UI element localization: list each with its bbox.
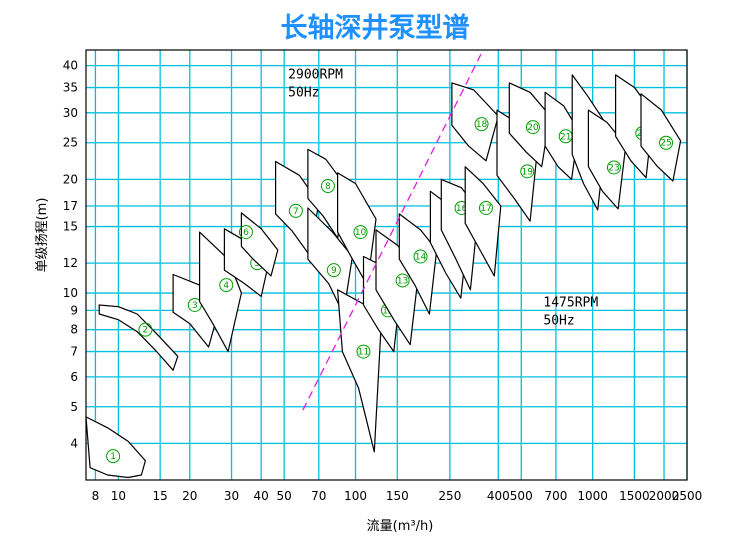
region-number-5: 5: [254, 259, 260, 269]
speed-annotations: 2900RPM 50Hz 1475RPM 50Hz: [288, 67, 598, 328]
x-axis-label: 流量(m³/h): [367, 519, 434, 534]
region-marker-7: [288, 203, 303, 218]
pump-region-14: [398, 213, 438, 315]
region-marker-8: [320, 179, 335, 194]
speed-annotation-line: 50Hz: [288, 85, 319, 100]
y-tick-label: 4: [70, 436, 78, 450]
region-number-23: 23: [608, 163, 619, 173]
x-axis-ticks: 8 10 15 20 30 40 50 70 100 150 250 400 500 700 1000 150…: [92, 489, 703, 503]
x-tick-label: 1500: [619, 489, 650, 503]
region-marker-18: [474, 117, 489, 132]
y-axis-label: 单级扬程(m): [35, 198, 50, 273]
x-tick-label: 30: [224, 489, 239, 503]
region-marker-13: [395, 273, 410, 288]
region-number-6: 6: [243, 228, 249, 238]
y-tick-label: 10: [63, 286, 78, 300]
region-marker-25: [659, 135, 674, 150]
y-tick-label: 15: [63, 220, 78, 234]
speed-annotation-line: 50Hz: [543, 314, 574, 329]
region-number-9: 9: [331, 266, 337, 276]
x-tick-label: 1000: [577, 489, 608, 503]
x-tick-label: 150: [386, 489, 409, 503]
region-number-18: 18: [476, 120, 488, 130]
pump-region-6: [240, 212, 279, 277]
x-tick-label: 250: [438, 489, 461, 503]
pump-region-17: [464, 166, 502, 277]
region-number-8: 8: [325, 182, 331, 192]
chart-title: 长轴深井泵型谱: [281, 12, 470, 44]
x-tick-label: 20: [182, 489, 197, 503]
x-tick-label: 8: [92, 489, 100, 503]
y-tick-label: 9: [70, 303, 78, 317]
x-tick-label: 400: [487, 489, 510, 503]
speed-annotation-line: 2900RPM: [288, 67, 343, 82]
region-marker-19: [520, 164, 535, 179]
y-tick-label: 25: [63, 136, 78, 150]
x-tick-label: 700: [544, 489, 567, 503]
region-number-21: 21: [560, 132, 571, 142]
y-tick-label: 7: [70, 345, 78, 359]
x-tick-label: 40: [254, 489, 269, 503]
region-number-2: 2: [143, 326, 149, 336]
y-tick-label: 8: [70, 323, 78, 337]
region-number-17: 17: [480, 204, 491, 214]
region-marker-14: [413, 249, 428, 264]
region-number-16: 16: [456, 204, 468, 214]
region-marker-2: [138, 322, 153, 337]
pump-region-2: [98, 304, 179, 371]
pump-regions: 1234567891011121314151617181920212223242…: [85, 74, 682, 479]
region-number-4: 4: [223, 281, 229, 291]
x-tick-label: 100: [344, 489, 367, 503]
region-marker-17: [478, 200, 493, 215]
region-number-20: 20: [527, 123, 539, 133]
x-tick-label: 50: [277, 489, 292, 503]
region-marker-6: [238, 225, 253, 240]
pump-region-21: [544, 91, 579, 180]
y-tick-label: 30: [63, 106, 78, 120]
y-tick-label: 6: [70, 370, 78, 384]
region-marker-1: [106, 449, 121, 464]
region-number-19: 19: [522, 167, 534, 177]
pump-region-20: [508, 82, 551, 168]
pump-region-1: [85, 416, 146, 479]
region-number-10: 10: [355, 228, 367, 238]
region-marker-11: [356, 344, 371, 359]
y-tick-label: 35: [63, 81, 78, 95]
pump-region-25: [640, 93, 682, 182]
region-marker-9: [326, 263, 341, 278]
region-number-3: 3: [192, 301, 198, 311]
y-tick-label: 12: [63, 256, 78, 270]
speed-annotation-line: 1475RPM: [543, 296, 598, 311]
plot-frame: [85, 49, 688, 481]
region-number-11: 11: [358, 348, 369, 358]
region-number-1: 1: [110, 452, 116, 462]
x-tick-label: 15: [153, 489, 168, 503]
speed-divider-line: [302, 49, 484, 411]
y-tick-label: 5: [70, 400, 78, 414]
x-tick-label: 500: [510, 489, 533, 503]
region-number-14: 14: [415, 252, 427, 262]
y-tick-label: 20: [63, 172, 78, 186]
region-marker-10: [353, 225, 368, 240]
region-number-25: 25: [660, 139, 671, 149]
x-tick-label: 2500: [672, 489, 703, 503]
region-marker-23: [606, 160, 621, 175]
divider-line: [302, 49, 484, 411]
region-number-13: 13: [397, 276, 408, 286]
region-number-7: 7: [293, 207, 299, 217]
y-tick-label: 40: [63, 59, 78, 73]
region-marker-4: [219, 278, 234, 293]
x-tick-label: 2000: [649, 489, 680, 503]
x-tick-label: 70: [311, 489, 326, 503]
region-number-12: 12: [382, 306, 393, 316]
region-marker-20: [525, 120, 540, 135]
y-axis-ticks: 4 5 6 7 8 9 10 12 15 17 20 25 30 35 40: [63, 59, 78, 451]
x-tick-label: 10: [111, 489, 126, 503]
y-tick-label: 17: [63, 199, 78, 213]
